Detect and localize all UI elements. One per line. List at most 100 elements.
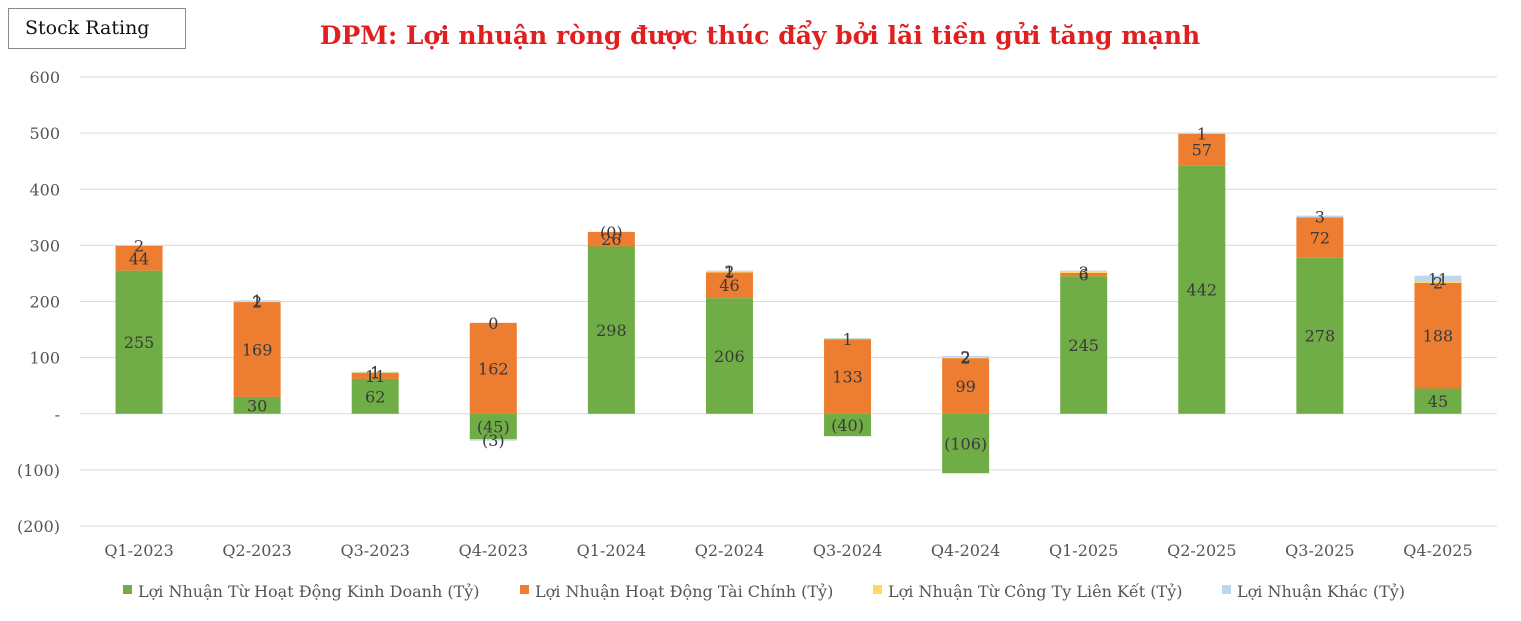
data-label: 1 [370,363,380,382]
bar-segment [1060,276,1108,414]
y-tick-label: 200 [29,293,60,312]
data-label: 2 [724,262,734,281]
data-label: 133 [832,367,863,386]
data-label: (0) [600,223,623,242]
data-label: 245 [1068,336,1099,355]
bar-segment [351,371,399,373]
data-label: 2 [252,293,262,312]
data-label: 1 [1197,124,1207,143]
legend-swatch [520,585,529,594]
data-label: 278 [1305,327,1336,346]
bar-segment [115,244,163,246]
data-label: (40) [831,416,864,435]
x-tick-label: Q4-2025 [1403,541,1472,560]
data-label: 2 [961,349,971,368]
y-axis-ticks: (200) (100) - 100 200 300 400 500 600 [17,68,60,536]
data-label: 162 [478,359,509,378]
legend-label: Lợi Nhuận Từ Công Ty Liên Kết (Tỷ) [888,582,1182,601]
bar-segment [942,358,990,414]
x-tick-label: Q1-2024 [577,541,646,560]
data-label: 442 [1187,281,1218,300]
bar-segment [1060,271,1108,273]
bar-segment [1178,133,1226,166]
bar-segment [824,337,872,339]
data-label: 1 [252,292,262,311]
y-tick-label: 600 [29,68,60,87]
y-tick-label: 500 [29,124,60,143]
legend-swatch [1222,585,1231,594]
bar-segment [942,413,990,474]
bar-segment [233,300,281,303]
bar-segment [705,271,753,273]
x-tick-label: Q2-2023 [222,541,291,560]
data-label: 169 [242,340,273,359]
bar-segment [1414,275,1462,282]
bar-segment [351,372,399,374]
data-label: 298 [596,321,627,340]
x-tick-label: Q2-2024 [695,541,764,560]
data-label: 206 [714,347,745,366]
bar-segment [233,302,281,397]
legend-swatch [123,585,132,594]
data-label: 57 [1192,141,1212,160]
bar-segment [705,298,753,414]
data-label: 11 [365,367,385,386]
legend-label: Lợi Nhuận Từ Hoạt Động Kinh Doanh (Tỷ) [138,582,480,601]
data-label: 188 [1423,327,1454,346]
bar-segment [1414,281,1462,283]
bar-segment [705,270,753,272]
data-label: 0 [488,314,498,333]
bar-segment [469,439,517,441]
data-label: 1 [842,330,852,349]
data-label: 26 [601,230,621,249]
x-tick-label: Q3-2023 [340,541,409,560]
x-tick-label: Q1-2025 [1049,541,1118,560]
stock-rating-badge: Stock Rating [8,8,186,49]
legend-label: Lợi Nhuận Khác (Tỷ) [1237,582,1405,601]
data-label: 99 [955,377,975,396]
data-label: 3 [1079,263,1089,282]
x-tick-label: Q1-2023 [104,541,173,560]
data-label: 11 [1428,270,1448,289]
bar-segment [1296,257,1344,414]
gridlines [80,76,1497,527]
data-label: 2 [1433,273,1443,292]
bar-segment [942,355,990,358]
data-label: 2 [134,236,144,255]
bar-segment [824,339,872,414]
data-label: 3 [1315,207,1325,226]
y-tick-label: 100 [29,349,60,368]
bar-segment [587,246,635,414]
data-label: 44 [129,249,149,268]
data-labels: 2554423016921621111(45)1620(3)29826(0)20… [124,124,1453,453]
bars [115,132,1462,474]
x-tick-label: Q3-2025 [1285,541,1354,560]
data-label: 2 [961,348,971,367]
data-label: 45 [1428,392,1448,411]
data-label: 1 [724,263,734,282]
data-label: 46 [719,276,739,295]
y-tick-label: 300 [29,236,60,255]
bar-segment [1060,272,1108,277]
bar-segment [1178,132,1226,134]
y-tick-label: (100) [17,461,60,480]
data-label: (45) [477,417,510,436]
x-tick-label: Q2-2025 [1167,541,1236,560]
y-tick-label: 400 [29,180,60,199]
data-label: 6 [1079,266,1089,285]
bar-segment [351,378,399,414]
data-label: 62 [365,387,385,406]
bar-segment [351,372,399,379]
bar-segment [1414,282,1462,389]
data-label: 72 [1310,229,1330,248]
bar-segment [587,231,635,247]
bar-segment [233,300,281,302]
legend-swatch [873,585,882,594]
x-tick-label: Q3-2024 [813,541,882,560]
x-tick-label: Q4-2024 [931,541,1000,560]
bar-segment [824,413,872,437]
bar-segment [942,357,990,359]
bar-segment [115,245,163,271]
bar-segment [1296,215,1344,218]
